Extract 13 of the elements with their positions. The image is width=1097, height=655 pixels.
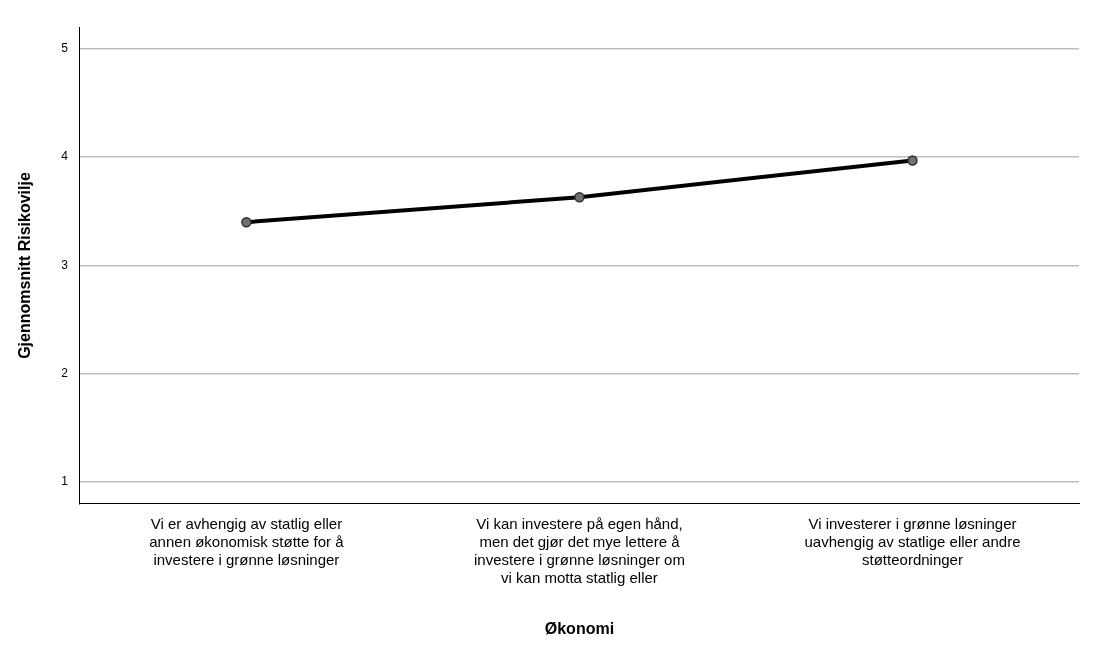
point <box>574 192 585 203</box>
y-axis-title: Gjennomsnitt Risikovilje <box>16 172 34 359</box>
y-tick-label: 2 <box>61 366 69 381</box>
point <box>907 155 918 166</box>
point <box>241 216 252 228</box>
y-tick-label: 5 <box>61 41 69 56</box>
y-tick-label: 4 <box>61 149 69 164</box>
x-tick-label: Vi investerer i grønne løsninger uavhengig av statlige eller andre støtteordninger <box>804 514 1021 568</box>
y-tick-label: 1 <box>61 474 69 489</box>
x-axis-title: Økonomi <box>544 619 615 637</box>
x-tick-label: Vi er avhengig av statlig eller annen økonomisk støtte for å investere i grønne løsninger <box>149 514 345 568</box>
y-tick-label: 3 <box>61 257 69 272</box>
x-tick-label: Vi kan investere på egen hånd, men det gjør det mye lettere å investere i grønne løsninger om vi kan motta statlig eller <box>473 514 685 586</box>
